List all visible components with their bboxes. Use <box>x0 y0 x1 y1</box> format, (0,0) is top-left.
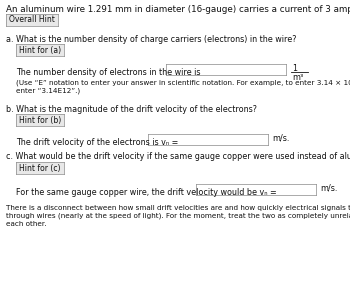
Text: m³: m³ <box>292 73 303 82</box>
Text: c. What would be the drift velocity if the same gauge copper were used instead o: c. What would be the drift velocity if t… <box>6 152 350 161</box>
Text: 1: 1 <box>292 64 297 73</box>
Text: (Use “E” notation to enter your answer in scientific notation. For example, to e: (Use “E” notation to enter your answer i… <box>16 79 350 94</box>
Text: The number density of electrons in the wire is: The number density of electrons in the w… <box>16 68 201 77</box>
Text: There is a disconnect between how small drift velocities are and how quickly ele: There is a disconnect between how small … <box>6 205 350 227</box>
Text: Overall Hint: Overall Hint <box>9 16 55 25</box>
Text: m/s.: m/s. <box>272 133 289 142</box>
Text: m/s.: m/s. <box>320 184 337 193</box>
Text: Hint for (c): Hint for (c) <box>19 164 61 173</box>
Text: a. What is the number density of charge carriers (electrons) in the wire?: a. What is the number density of charge … <box>6 35 296 44</box>
Text: Hint for (b): Hint for (b) <box>19 116 61 124</box>
Text: An aluminum wire 1.291 mm in diameter (16-gauge) carries a current of 3 amps.: An aluminum wire 1.291 mm in diameter (1… <box>6 5 350 14</box>
Text: For the same gauge copper wire, the drift velocity would be vₙ =: For the same gauge copper wire, the drif… <box>16 188 277 197</box>
Text: The drift velocity of the electrons is vₙ =: The drift velocity of the electrons is v… <box>16 138 178 147</box>
Text: Hint for (a): Hint for (a) <box>19 45 61 54</box>
Text: b. What is the magnitude of the drift velocity of the electrons?: b. What is the magnitude of the drift ve… <box>6 105 257 114</box>
